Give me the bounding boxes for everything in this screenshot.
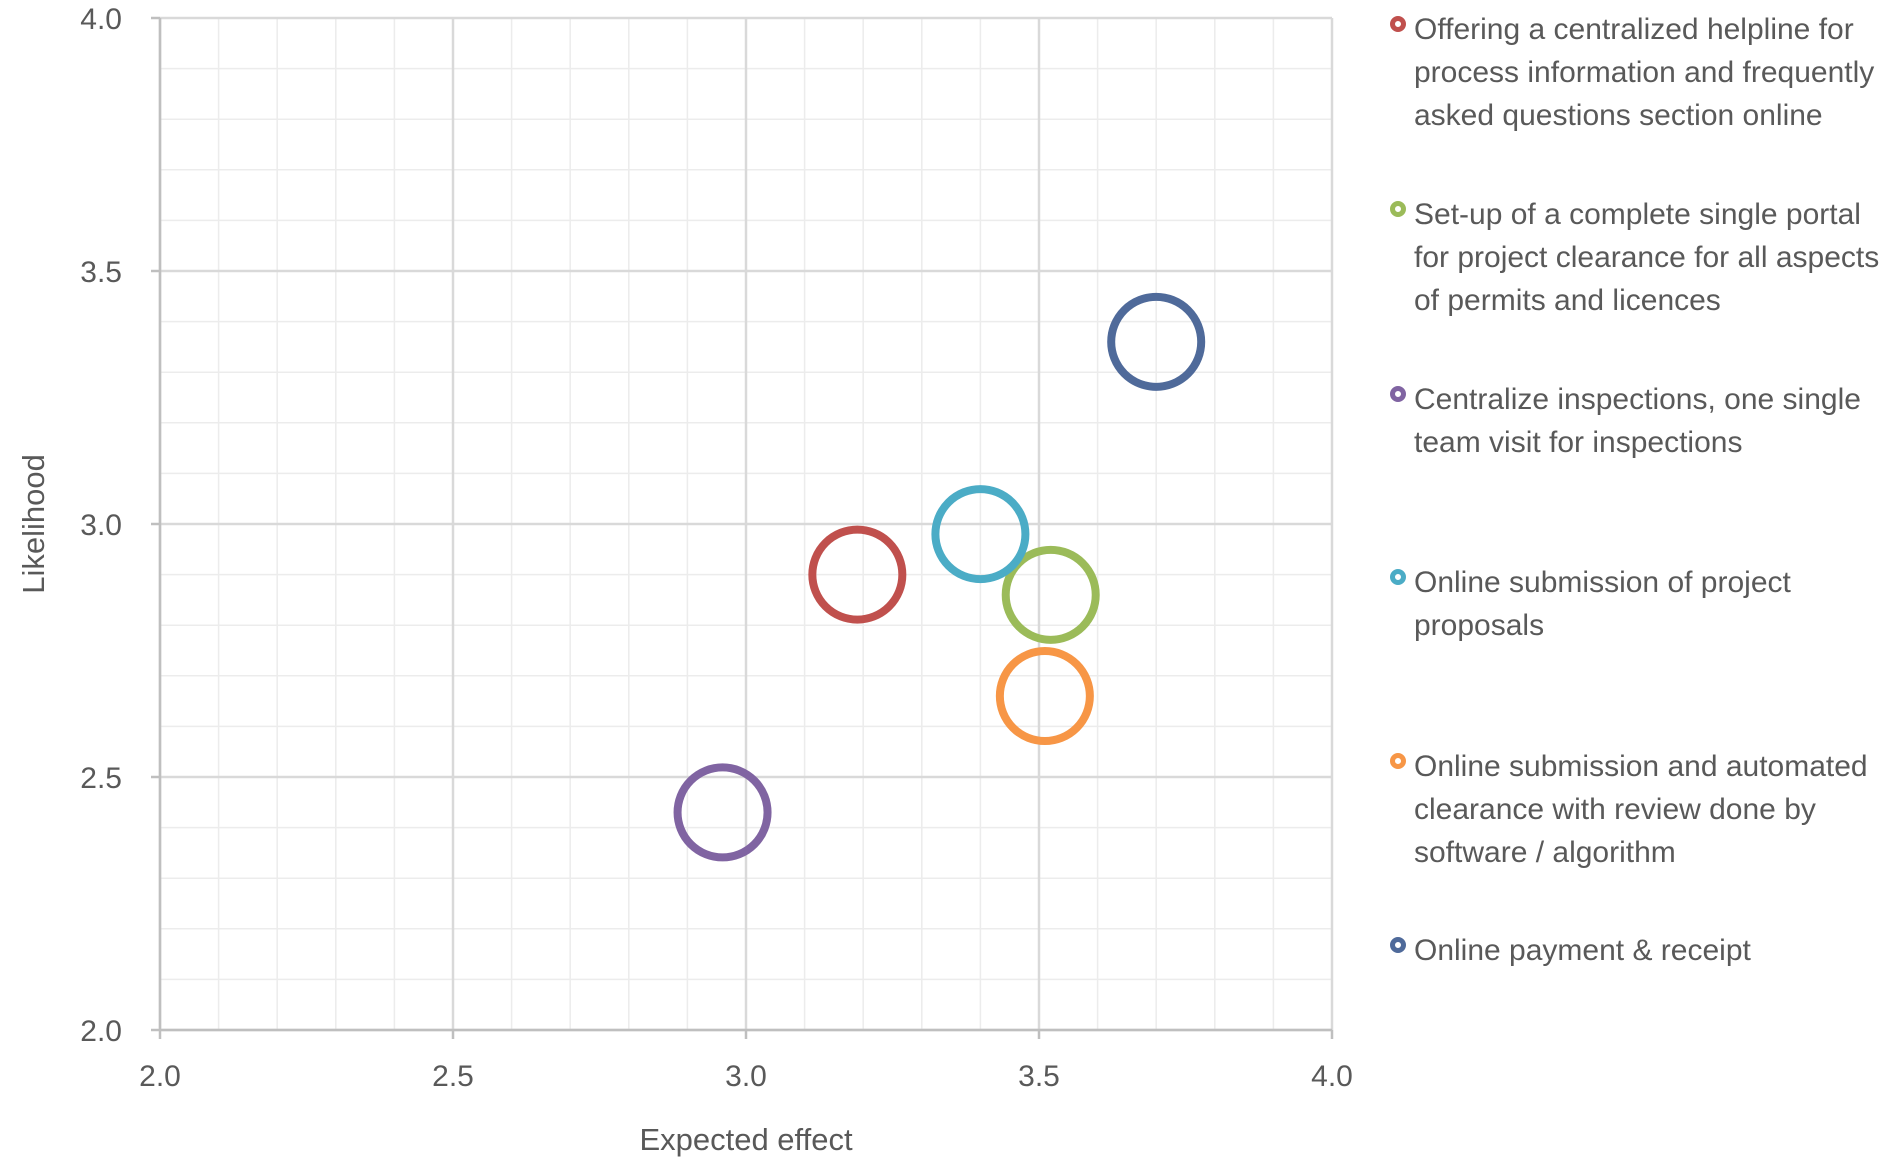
y-tick-label: 2.5 xyxy=(80,762,122,795)
legend-marker-icon xyxy=(1390,386,1406,402)
legend-item: Set-up of a complete single portal for p… xyxy=(1390,193,1890,322)
x-tick-label: 2.5 xyxy=(432,1060,474,1093)
y-axis-title: Likelihood xyxy=(16,454,51,594)
legend-label: Offering a centralized helpline for proc… xyxy=(1414,8,1884,137)
legend-item: Offering a centralized helpline for proc… xyxy=(1390,8,1890,137)
legend-marker-icon xyxy=(1390,753,1406,769)
x-tick-label: 3.0 xyxy=(725,1060,767,1093)
legend-item: Online payment & receipt xyxy=(1390,929,1890,972)
legend-item: Online submission and automated clearanc… xyxy=(1390,745,1890,874)
x-tick-label: 4.0 xyxy=(1311,1060,1353,1093)
legend-label: Online payment & receipt xyxy=(1414,929,1884,972)
y-tick-label: 3.5 xyxy=(80,256,122,289)
legend-marker-icon xyxy=(1390,569,1406,585)
x-tick-label: 2.0 xyxy=(139,1060,181,1093)
legend-label: Online submission and automated clearanc… xyxy=(1414,745,1884,874)
legend: Offering a centralized helpline for proc… xyxy=(1390,8,1890,968)
legend-marker-icon xyxy=(1390,201,1406,217)
legend-marker-icon xyxy=(1390,16,1406,32)
data-point-5 xyxy=(1000,651,1090,741)
legend-label: Centralize inspections, one single team … xyxy=(1414,378,1884,464)
legend-label: Online submission of project proposals xyxy=(1414,561,1884,647)
legend-marker-icon xyxy=(1390,937,1406,953)
legend-item: Centralize inspections, one single team … xyxy=(1390,378,1890,464)
y-tick-label: 3.0 xyxy=(80,509,122,542)
legend-item: Online submission of project proposals xyxy=(1390,561,1890,647)
y-tick-label: 2.0 xyxy=(80,1015,122,1048)
legend-label: Set-up of a complete single portal for p… xyxy=(1414,193,1884,322)
x-axis-title: Expected effect xyxy=(639,1122,853,1157)
y-tick-label: 4.0 xyxy=(80,3,122,36)
x-tick-label: 3.5 xyxy=(1018,1060,1060,1093)
data-point-3 xyxy=(678,767,768,857)
